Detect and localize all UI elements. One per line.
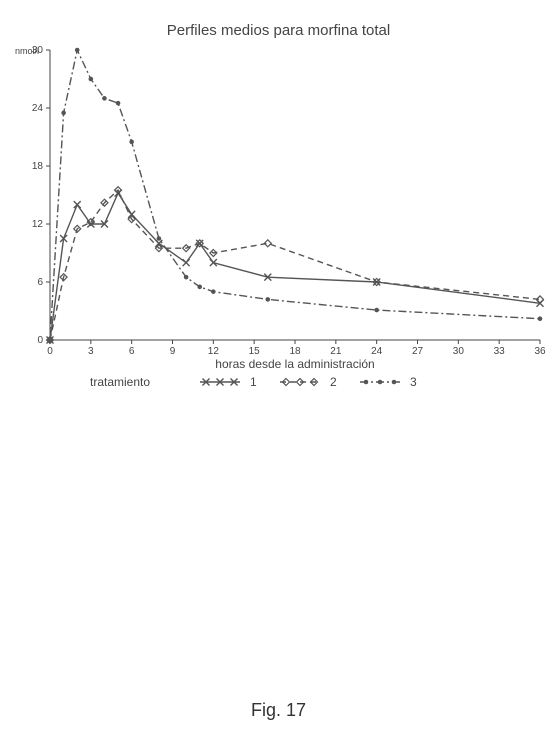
x-tick-label: 24 [371, 346, 383, 357]
marker-dot-icon [392, 380, 397, 385]
legend-item-label: 3 [410, 375, 417, 389]
marker-dot-icon [157, 236, 162, 241]
marker-dot-icon [48, 338, 53, 343]
y-tick-label: 18 [32, 161, 44, 172]
x-axis-label: horas desde la administración [215, 357, 374, 371]
marker-dot-icon [197, 285, 202, 290]
series-line [50, 50, 540, 340]
series-line [50, 193, 540, 340]
y-tick-label: 12 [32, 219, 44, 230]
x-tick-label: 9 [170, 346, 176, 357]
x-tick-label: 27 [412, 346, 424, 357]
y-tick-label: 24 [32, 103, 44, 114]
legend-label: tratamiento [90, 375, 150, 389]
x-tick-label: 36 [534, 346, 546, 357]
y-tick-label: 0 [37, 335, 43, 346]
marker-dot-icon [374, 308, 379, 313]
x-tick-label: 12 [208, 346, 220, 357]
legend-item-label: 2 [330, 375, 337, 389]
marker-dot-icon [265, 297, 270, 302]
series-line [50, 190, 540, 340]
chart-title: Perfiles medios para morfina total [0, 22, 557, 39]
y-tick-label: 6 [37, 277, 43, 288]
x-tick-label: 6 [129, 346, 135, 357]
x-tick-label: 3 [88, 346, 94, 357]
marker-dot-icon [184, 275, 189, 280]
x-tick-label: 21 [330, 346, 342, 357]
marker-dot-icon [116, 101, 121, 106]
marker-dot-icon [129, 140, 134, 145]
x-tick-label: 30 [453, 346, 465, 357]
marker-dot-icon [364, 380, 369, 385]
marker-dot-icon [538, 316, 543, 321]
figure-caption: Fig. 17 [0, 700, 557, 721]
chart-area: nmol/l06121824300369121518212427303336ho… [10, 40, 550, 380]
line-chart: nmol/l06121824300369121518212427303336ho… [10, 40, 550, 400]
x-tick-label: 33 [494, 346, 506, 357]
marker-dot-icon [75, 48, 80, 53]
legend-item-label: 1 [250, 375, 257, 389]
x-tick-label: 15 [249, 346, 261, 357]
marker-dot-icon [61, 111, 66, 116]
marker-dot-icon [89, 77, 94, 82]
x-tick-label: 0 [47, 346, 53, 357]
y-tick-label: 30 [32, 45, 44, 56]
x-tick-label: 18 [289, 346, 301, 357]
marker-dot-icon [378, 380, 383, 385]
marker-dot-icon [211, 289, 216, 294]
marker-dot-icon [102, 96, 107, 101]
page: Perfiles medios para morfina total nmol/… [0, 0, 557, 750]
